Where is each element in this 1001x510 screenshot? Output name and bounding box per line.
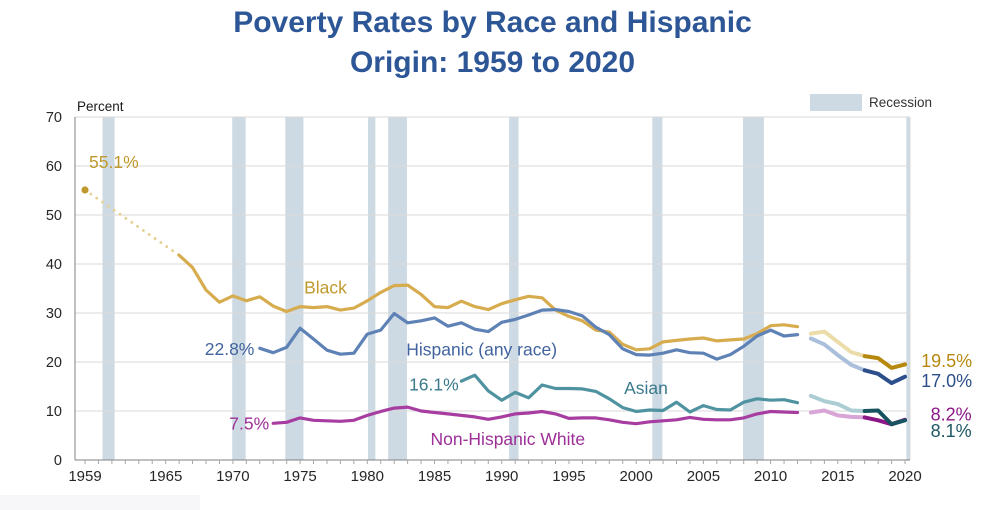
x-tick-label: 1965 <box>149 468 182 485</box>
recession-swatch-icon <box>810 94 862 111</box>
annotation-label: Non-Hispanic White <box>430 429 585 449</box>
recession-legend-label: Recession <box>869 95 933 110</box>
series-line-black-gap <box>83 188 181 257</box>
x-tick-label: 1975 <box>283 468 316 485</box>
recession-band <box>388 117 407 460</box>
y-tick-label: 70 <box>46 110 62 126</box>
recession-band <box>232 117 246 460</box>
x-tick-label: 2015 <box>821 468 854 485</box>
annotation-label: 16.1% <box>409 375 459 395</box>
series-line-hispanic-dark <box>862 368 907 386</box>
y-tick-label: 50 <box>46 208 62 224</box>
series-line-asian-dark <box>862 408 907 427</box>
y-tick-label: 10 <box>46 404 62 420</box>
x-tick-label: 2020 <box>888 468 921 485</box>
y-tick-label: 60 <box>46 159 62 175</box>
annotation-label: Asian <box>624 378 668 398</box>
y-tick-label: 30 <box>46 306 62 322</box>
recession-band <box>652 117 663 460</box>
annotation-label: 8.1% <box>931 421 972 441</box>
x-tick-label: 1985 <box>418 468 451 485</box>
recession-band <box>743 117 764 460</box>
series-line-black-light <box>808 329 867 359</box>
x-tick-label: 1970 <box>216 468 249 485</box>
annotation-label: 8.2% <box>931 405 972 425</box>
y-axis-title: Percent <box>77 99 124 114</box>
series-line-asian-main <box>459 373 800 414</box>
annotation-label: 7.5% <box>229 413 269 433</box>
chart-title-line1: Poverty Rates by Race and Hispanic <box>233 6 752 39</box>
annotation-label: Hispanic (any race) <box>406 339 557 359</box>
series-line-white-nh-main <box>271 405 800 426</box>
series-line-hispanic-main <box>258 308 800 361</box>
series-line-white-nh-light <box>808 408 867 420</box>
x-tick-label: 1995 <box>552 468 585 485</box>
y-tick-label: 0 <box>54 453 62 469</box>
recession-band <box>509 117 519 460</box>
series-line-black-dark <box>862 354 907 370</box>
recession-band <box>906 117 910 460</box>
y-tick-label: 20 <box>46 355 62 371</box>
series-line-black-main <box>177 253 800 352</box>
annotation-label: 19.5% <box>921 351 972 371</box>
series-start-dot-black <box>81 186 89 194</box>
annotation-label: 55.1% <box>89 152 139 172</box>
chart-title-line2: Origin: 1959 to 2020 <box>349 46 636 79</box>
x-tick-label: 1959 <box>68 468 101 485</box>
x-tick-label: 1990 <box>485 468 518 485</box>
recession-legend: Recession <box>810 94 932 111</box>
recession-band <box>367 117 376 460</box>
annotation-label: 17.0% <box>921 371 972 391</box>
recession-band <box>285 117 304 460</box>
y-tick-label: 40 <box>46 257 62 273</box>
screenshot-artifact-strip <box>0 495 200 510</box>
chart-title: Poverty Rates by Race and Hispanic Origi… <box>0 3 985 83</box>
recession-band <box>102 117 115 460</box>
x-tick-label: 2010 <box>754 468 787 485</box>
annotation-label: Black <box>304 278 347 298</box>
x-tick-label: 2005 <box>687 468 720 485</box>
series-line-asian-light <box>808 393 867 413</box>
annotation-label: 22.8% <box>205 339 255 359</box>
x-tick-label: 1980 <box>351 468 384 485</box>
x-tick-label: 2000 <box>619 468 652 485</box>
series-line-hispanic-light <box>808 336 867 373</box>
